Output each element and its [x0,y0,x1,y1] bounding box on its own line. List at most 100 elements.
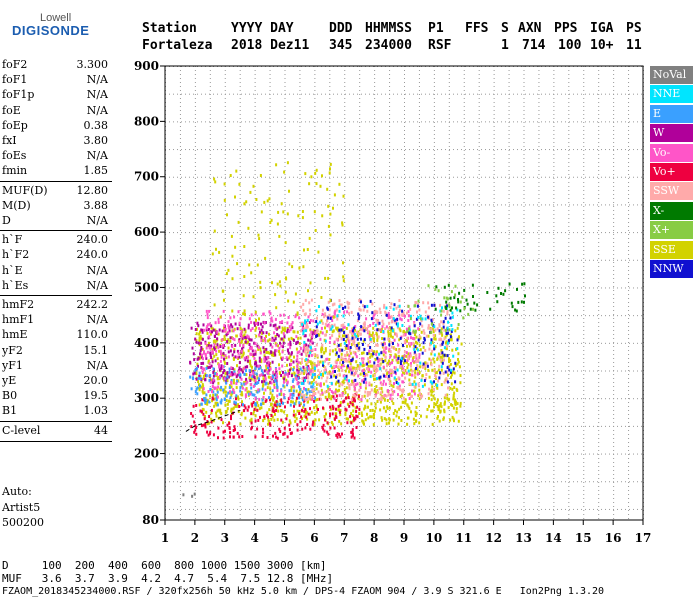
grid-dot [357,370,358,372]
grid-dot [493,310,495,311]
grid-dot [448,190,450,191]
grid-dot [585,425,586,427]
grid-dot [538,194,540,195]
grid-dot [194,170,196,171]
grid-dot [568,334,570,335]
grid-dot [329,486,331,487]
grid-dot [478,486,480,487]
grid-dot [179,450,181,451]
grid-dot [329,134,331,135]
grid-dot [493,190,495,191]
grid-dot [269,178,271,179]
grid-dot [541,370,542,372]
grid-dot [418,374,420,375]
grid-dot [224,514,226,515]
grid-dot [628,398,630,399]
grid-dot [625,481,626,483]
grid-dot [583,218,585,219]
grid-dot [239,382,241,383]
grid-dot [194,206,196,207]
grid-dot [361,342,362,344]
grid-dot [493,518,495,519]
grid-dot [254,226,256,227]
grid-dot [229,259,230,261]
grid-dot [169,287,170,289]
grid-dot [577,342,578,344]
grid-dot [583,398,585,399]
grid-dot [533,508,534,510]
grid-dot [239,402,241,403]
grid-dot [523,174,525,175]
grid-dot [481,370,482,372]
grid-dot [477,315,478,317]
grid-dot [284,86,286,87]
param-key: yF1 [2,358,23,372]
grid-dot [389,474,391,475]
grid-dot [239,446,241,447]
grid-dot [269,502,271,503]
grid-dot [329,82,331,83]
param-key: foF2 [2,58,28,71]
grid-dot [344,98,346,99]
grid-dot [598,154,600,155]
grid-dot [265,259,266,261]
grid-dot [529,315,530,317]
grid-dot [433,502,435,503]
grid-dot [541,342,542,344]
grid-dot [598,118,600,119]
grid-dot [344,418,346,419]
grid-dot [344,446,346,447]
grid-dot [269,214,271,215]
grid-dot [359,374,361,375]
grid-dot [418,294,420,295]
grid-dot [209,270,211,271]
grid-dot [583,242,585,243]
grid-dot [179,170,181,171]
grid-dot [448,514,450,515]
grid-dot [393,287,394,289]
grid-dot [613,106,615,107]
grid-dot [473,425,474,427]
param-row-hes: h`Es N/A [2,279,108,297]
grid-dot [329,266,331,267]
grid-dot [404,446,405,447]
grid-dot [625,398,626,400]
grid-dot [329,298,331,299]
grid-dot [179,146,181,147]
grid-dot [344,398,346,399]
grid-dot [508,458,510,459]
grid-dot [523,462,525,463]
grid-dot [493,166,495,167]
grid-dot [293,481,294,483]
grid-dot [325,481,326,483]
grid-dot [628,442,630,443]
grid-dot [194,334,196,335]
grid-dot [239,494,241,495]
grid-dot [314,206,316,207]
grid-dot [598,442,600,443]
grid-dot [374,126,376,127]
grid-dot [329,518,331,519]
grid-dot [628,470,630,471]
grid-dot [239,234,241,235]
grid-dot [568,426,570,427]
grid-dot [628,238,630,239]
grid-dot [194,482,196,483]
grid-dot [389,262,391,263]
grid-dot [523,390,525,391]
grid-dot [628,310,630,311]
grid-dot [613,250,615,251]
grid-dot [177,481,178,483]
grid-dot [508,158,510,159]
grid-dot [538,478,540,479]
grid-dot [557,425,558,427]
grid-dot [179,454,181,455]
grid-dot [583,130,585,131]
grid-dot [404,482,405,483]
grid-dot [349,315,350,317]
grid-dot [448,494,450,495]
grid-dot [628,70,630,71]
grid-dot [284,486,286,487]
grid-dot [538,418,540,419]
grid-dot [463,406,465,407]
